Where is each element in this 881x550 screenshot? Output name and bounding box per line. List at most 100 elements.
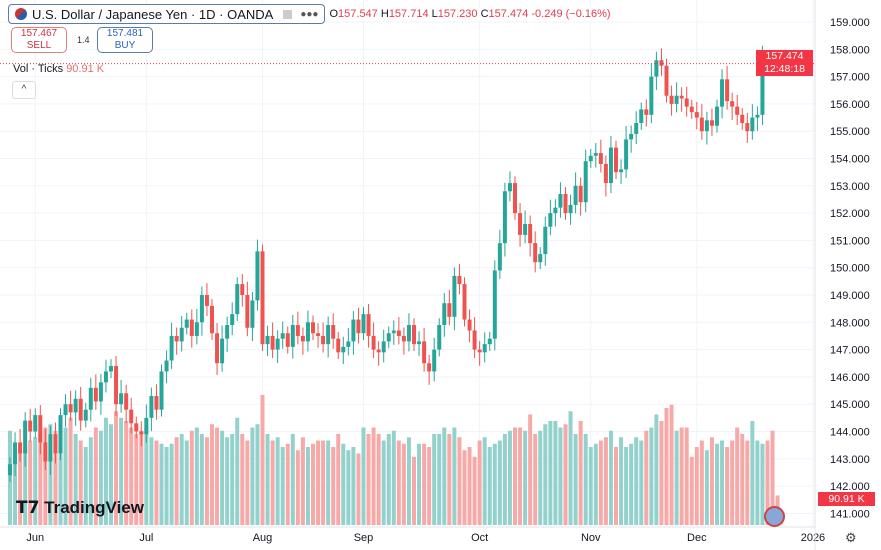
candle-body <box>169 335 174 361</box>
volume-bar <box>114 411 119 525</box>
volume-bar <box>28 440 33 525</box>
tradingview-logo[interactable]: 𝗧𝟳 TradingView <box>16 498 144 517</box>
candle-body <box>614 147 618 173</box>
volume-bar <box>528 414 533 525</box>
candle-body <box>260 251 265 345</box>
sell-button[interactable]: 157.467 SELL <box>11 27 67 53</box>
volume-bar <box>321 440 326 525</box>
candle-body <box>422 341 427 364</box>
candle-body <box>366 314 371 336</box>
volume-bar <box>649 427 654 525</box>
volume-bar <box>492 443 497 525</box>
candle-body <box>230 314 235 326</box>
volume-bar <box>583 434 588 525</box>
y-tick-label: 152.000 <box>830 208 870 220</box>
volume-bar <box>381 440 386 525</box>
y-tick-label: 157.000 <box>830 72 870 84</box>
candle-body <box>295 325 300 336</box>
volume-bar <box>745 440 750 525</box>
symbol-title: U.S. Dollar / Japanese Yen · 1D · OANDA <box>32 6 274 22</box>
candle-body <box>83 409 88 421</box>
volume-bar <box>452 427 457 525</box>
volume-bar <box>260 395 265 525</box>
volume-tag: 90.91 K <box>818 492 875 506</box>
ohlc-readout: O157.547 H157.714 L157.230 C157.474 -0.2… <box>329 8 611 20</box>
volume-bar <box>730 440 735 525</box>
volume-legend: Vol · Ticks 90.91 K <box>13 63 105 75</box>
candle-body <box>361 314 366 334</box>
candle-body <box>391 330 396 334</box>
x-tick-label: Jun <box>26 532 44 544</box>
candle-body <box>33 415 38 432</box>
y-tick-label: 148.000 <box>830 317 870 329</box>
volume-bar <box>659 421 664 525</box>
candle-body <box>507 183 512 192</box>
volume-bar <box>573 434 578 525</box>
volume-bar <box>538 430 543 525</box>
volume-bar <box>13 443 18 525</box>
x-tick-label: Nov <box>581 532 601 544</box>
candle-body <box>63 404 68 416</box>
volume-bar <box>619 437 624 525</box>
volume-bar <box>245 440 250 525</box>
candle-body <box>740 114 745 124</box>
candle-body <box>73 398 78 413</box>
volume-bar <box>422 443 427 525</box>
settings-gear-icon[interactable]: ⚙ <box>845 530 857 545</box>
candle-body <box>624 139 629 170</box>
volume-bar <box>23 447 28 525</box>
x-tick-label: Dec <box>687 532 707 544</box>
volume-bar <box>139 430 144 525</box>
volume-bar <box>755 440 760 525</box>
candle-body <box>341 346 346 353</box>
symbol-header[interactable]: U.S. Dollar / Japanese Yen · 1D · OANDA … <box>8 4 326 24</box>
volume-bar <box>265 434 270 525</box>
candle-body <box>114 365 119 405</box>
buy-button[interactable]: 157.481 BUY <box>97 27 153 53</box>
volume-bar <box>179 434 184 525</box>
volume-bar <box>750 421 755 525</box>
candle-body <box>634 123 639 134</box>
candle-body <box>93 387 98 402</box>
volume-bar <box>220 430 225 525</box>
volume-bar <box>725 447 730 525</box>
y-tick-label: 141.000 <box>830 508 870 520</box>
economic-event-icon[interactable] <box>764 506 785 527</box>
candle-body <box>220 338 225 364</box>
volume-bar <box>709 437 714 525</box>
volume-bar <box>129 427 134 525</box>
volume-bar <box>78 440 83 525</box>
candle-body <box>664 65 669 96</box>
candle-body <box>290 325 295 347</box>
volume-bar <box>376 434 381 525</box>
candle-body <box>194 322 199 336</box>
candle-body <box>447 303 452 317</box>
candle-body <box>593 153 598 156</box>
candle-body <box>644 109 649 115</box>
volume-bar <box>720 440 725 525</box>
candle-body <box>406 325 411 342</box>
volume-bar <box>341 443 346 525</box>
volume-bar <box>184 440 189 525</box>
volume-bar <box>169 443 174 525</box>
volume-bar <box>432 434 437 525</box>
volume-bar <box>533 434 538 525</box>
candle-body <box>533 243 538 263</box>
collapse-button[interactable]: ^ <box>12 81 36 99</box>
y-tick-label: 149.000 <box>830 290 870 302</box>
candle-body <box>396 330 401 336</box>
volume-bar <box>326 440 331 525</box>
candle-body <box>704 120 709 132</box>
volume-bar <box>417 443 422 525</box>
flag-icon[interactable] <box>283 9 293 19</box>
y-tick-label: 154.000 <box>830 154 870 166</box>
volume-bar <box>204 437 209 525</box>
more-icon[interactable]: ●●● <box>300 8 319 20</box>
candle-body <box>189 319 194 336</box>
candle-body <box>139 431 144 435</box>
top-row: U.S. Dollar / Japanese Yen · 1D · OANDA … <box>8 4 611 24</box>
candle-body <box>573 185 578 205</box>
candle-body <box>245 295 250 328</box>
candle-body <box>472 330 477 350</box>
